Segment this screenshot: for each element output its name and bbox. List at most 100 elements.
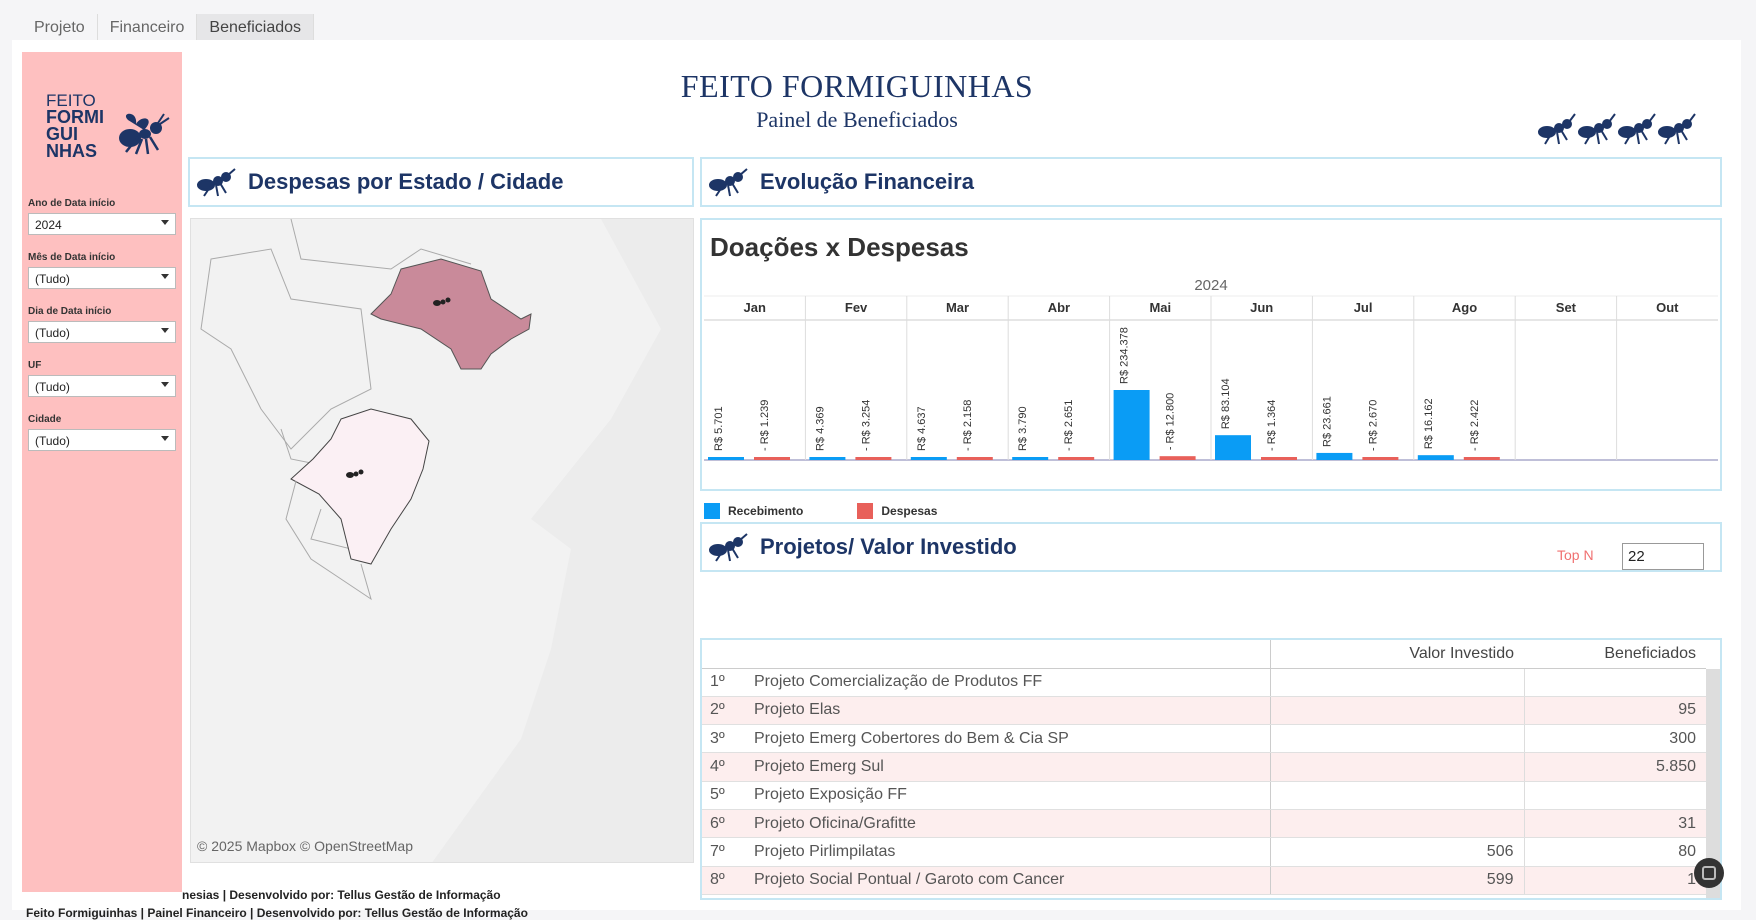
tab-projeto[interactable]: Projeto	[22, 14, 98, 40]
table-row[interactable]: 5º Projeto Exposição FF	[702, 781, 1706, 810]
legend-swatch-despesas	[857, 503, 874, 519]
ant-icon	[709, 533, 748, 562]
row-beneficiados	[1524, 668, 1706, 697]
table-row[interactable]: 8º Projeto Social Pontual / Garoto com C…	[702, 866, 1706, 895]
chevron-down-icon	[161, 436, 169, 441]
row-rank: 7º	[702, 837, 746, 867]
filter-ano-value: 2024	[35, 218, 62, 232]
chart-category-label: Out	[1656, 300, 1679, 315]
table-row[interactable]: 1º Projeto Comercialização de Produtos F…	[702, 668, 1706, 697]
logo-line-1: FEITO	[46, 91, 96, 110]
filter-ano: Ano de Data início 2024	[28, 198, 176, 235]
brazil-map[interactable]: © 2025 Mapbox © OpenStreetMap	[190, 218, 694, 863]
chart-year-label: 2024	[1194, 277, 1227, 294]
filter-dia-value: (Tudo)	[35, 326, 70, 340]
filter-uf: UF (Tudo)	[28, 360, 176, 397]
finance-section-header: Evolução Financeira	[700, 157, 1722, 207]
page-title: FEITO FORMIGUINHAS	[680, 68, 1034, 104]
projects-table-container: Valor Investido Beneficiados 1º Projeto …	[700, 638, 1722, 900]
filter-mes: Mês de Data início (Tudo)	[28, 252, 176, 289]
table-row[interactable]: 6º Projeto Oficina/Grafitte 31	[702, 809, 1706, 839]
row-valor: 599	[1270, 866, 1525, 895]
dashboard-title: FEITO FORMIGUINHAS Painel de Beneficiado…	[572, 68, 1142, 133]
ant-icon	[197, 168, 236, 197]
logo-line-2: FORMI	[46, 107, 104, 127]
table-row[interactable]: 2º Projeto Elas 95	[702, 696, 1706, 726]
filter-uf-select[interactable]: (Tudo)	[28, 375, 176, 397]
chart-bar	[1012, 457, 1049, 460]
tab-bar: Projeto Financeiro Beneficiados	[22, 14, 315, 40]
legend-label-recebimento: Recebimento	[728, 504, 804, 518]
row-beneficiados: 5.850	[1524, 752, 1706, 782]
tab-financeiro[interactable]: Financeiro	[97, 14, 198, 40]
chart-bar	[708, 457, 744, 460]
row-project-name: Projeto Social Pontual / Garoto com Canc…	[746, 866, 1271, 895]
filter-sidebar: FEITO FORMI GUI NHAS Ano de Data início …	[22, 52, 182, 892]
chart-category-label: Jun	[1250, 300, 1273, 315]
chart-data-label: - R$ 12.800	[1165, 393, 1177, 450]
chart-data-label: - R$ 2.651	[1063, 400, 1075, 451]
sao-paulo-state[interactable]	[370, 258, 532, 370]
chart-data-label: - R$ 1.364	[1266, 400, 1278, 451]
table-row[interactable]: 4º Projeto Emerg Sul 5.850	[702, 752, 1706, 782]
legend-label-despesas: Despesas	[881, 504, 938, 518]
page-subtitle: Painel de Beneficiados	[756, 107, 958, 132]
chart-data-label: R$ 16.162	[1423, 398, 1435, 449]
chart-legend: Recebimento Despesas	[704, 503, 937, 519]
share-icon	[1702, 866, 1716, 880]
table-header-valor[interactable]: Valor Investido	[1270, 640, 1524, 669]
chart-data-label: R$ 3.790	[1017, 406, 1029, 451]
table-scrollbar[interactable]	[1706, 669, 1720, 898]
filter-mes-select[interactable]: (Tudo)	[28, 267, 176, 289]
filter-dia-select[interactable]: (Tudo)	[28, 321, 176, 343]
footer-line-2: Feito Formiguinhas | Painel Financeiro |…	[26, 906, 528, 920]
chart-title: Doações x Despesas	[710, 232, 969, 262]
share-button[interactable]	[1694, 858, 1724, 888]
rio-grande-do-sul-state[interactable]	[290, 408, 430, 565]
tab-beneficiados[interactable]: Beneficiados	[197, 14, 315, 40]
topn-input[interactable]: 22	[1622, 543, 1704, 570]
row-valor	[1270, 724, 1525, 754]
legend-swatch-recebimento	[704, 503, 720, 519]
chart-bar	[754, 457, 790, 460]
filter-cidade-value: (Tudo)	[35, 434, 70, 448]
chart-data-label: - R$ 2.158	[962, 400, 974, 451]
map-section-title: Despesas por Estado / Cidade	[248, 169, 564, 194]
chart-bar	[1463, 457, 1500, 460]
donations-expenses-chart: Doações x Despesas 2024 Jan R$ 5.701 - R$ 1…	[700, 218, 1722, 491]
filter-cidade-label: Cidade	[28, 414, 62, 425]
chart-bar	[1316, 452, 1353, 460]
chart-data-label: R$ 4.637	[916, 406, 928, 451]
logo-line-3: GUI	[46, 124, 79, 144]
row-rank: 1º	[702, 668, 746, 697]
row-project-name: Projeto Exposição FF	[746, 781, 1271, 810]
table-header-row: Valor Investido Beneficiados	[702, 640, 1706, 669]
chart-bar	[1417, 455, 1454, 460]
rs-ant-marker[interactable]	[346, 469, 364, 479]
table-row[interactable]: 7º Projeto Pirlimpilatas 506 80	[702, 837, 1706, 867]
table-header-beneficiados[interactable]: Beneficiados	[1524, 640, 1706, 669]
chevron-down-icon	[161, 220, 169, 225]
filter-ano-select[interactable]: 2024	[28, 213, 176, 235]
chart-svg: 2024 Jan R$ 5.701 - R$ 1.239 Fev R$ 4.369 - R$…	[704, 277, 1718, 461]
row-project-name: Projeto Pirlimpilatas	[746, 837, 1271, 867]
finance-section-title: Evolução Financeira	[760, 169, 974, 194]
chevron-down-icon	[161, 382, 169, 387]
chart-bar	[956, 457, 993, 460]
row-beneficiados: 95	[1524, 696, 1706, 726]
footer-line-1: nesias | Desenvolvido por: Tellus Gestão…	[182, 888, 501, 902]
projects-section-title: Projetos/ Valor Investido	[760, 534, 1017, 559]
table-row[interactable]: 3º Projeto Emerg Cobertores do Bem & Cia…	[702, 724, 1706, 754]
row-project-name: Projeto Elas	[746, 696, 1271, 726]
row-rank: 5º	[702, 781, 746, 810]
dashboard-page: FEITO FORMI GUI NHAS Ano de Data início …	[12, 40, 1741, 920]
chart-category-label: Jan	[743, 300, 765, 315]
filter-uf-value: (Tudo)	[35, 380, 70, 394]
chart-bar	[1113, 390, 1150, 460]
filter-cidade-select[interactable]: (Tudo)	[28, 429, 176, 451]
chart-bar	[1159, 456, 1196, 460]
ant-icon	[709, 168, 748, 197]
chevron-down-icon	[161, 274, 169, 279]
chart-category-label: Abr	[1048, 300, 1070, 315]
sp-ant-marker[interactable]	[433, 297, 451, 307]
